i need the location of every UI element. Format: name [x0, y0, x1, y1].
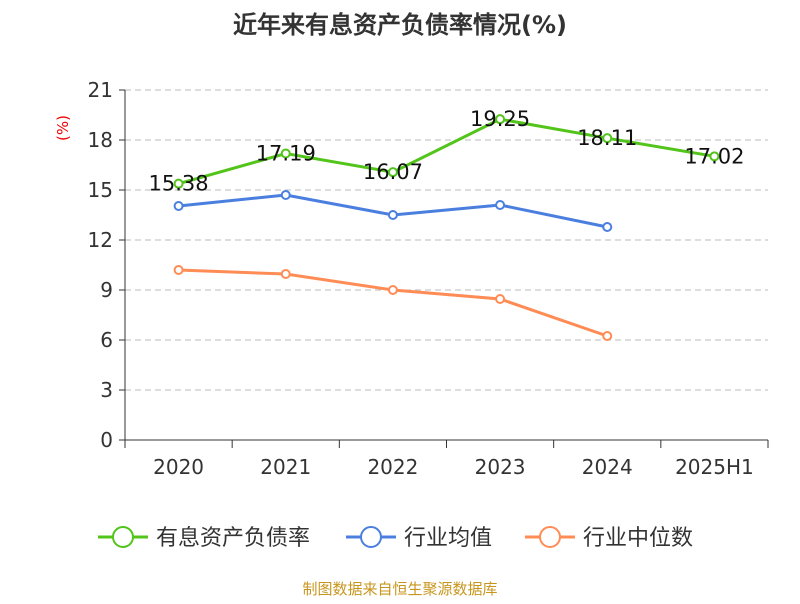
data-point[interactable]	[280, 190, 291, 200]
y-axis-label: (%)	[54, 115, 72, 141]
legend-item[interactable]: 行业均值	[346, 526, 492, 551]
y-tick-label: 0	[100, 428, 113, 452]
series-line	[178, 117, 715, 186]
data-point[interactable]	[495, 114, 506, 125]
y-tick-label: 18	[88, 128, 113, 152]
data-point[interactable]	[602, 331, 613, 341]
data-point[interactable]	[173, 178, 184, 189]
data-point[interactable]	[602, 133, 613, 144]
legend-label: 行业均值	[404, 526, 492, 551]
data-point[interactable]	[280, 269, 291, 279]
data-point[interactable]	[173, 265, 184, 275]
x-tick-label: 2020	[153, 455, 204, 479]
data-point[interactable]	[280, 148, 291, 159]
x-tick-label: 2024	[582, 455, 633, 479]
legend-item[interactable]: 行业中位数	[525, 526, 693, 551]
data-label: 15.38	[149, 172, 209, 196]
data-label: 18.11	[577, 126, 637, 150]
y-tick-label: 21	[88, 78, 113, 102]
series-line	[178, 268, 608, 338]
y-tick-label: 9	[100, 278, 113, 302]
data-point[interactable]	[387, 167, 398, 178]
data-point[interactable]	[709, 151, 720, 162]
data-label: 19.25	[470, 107, 530, 131]
data-label: 17.19	[256, 142, 316, 166]
y-tick-label: 12	[88, 228, 113, 252]
x-tick-label: 2023	[475, 455, 526, 479]
y-tick-label: 3	[100, 378, 113, 402]
data-point[interactable]	[173, 201, 184, 211]
data-point[interactable]	[602, 222, 613, 232]
data-point[interactable]	[495, 200, 506, 210]
y-tick-label: 15	[88, 178, 113, 202]
legend-marker	[112, 526, 134, 548]
data-point[interactable]	[387, 210, 398, 220]
chart-title: 近年来有息资产负债率情况(%)	[233, 11, 567, 39]
data-label: 17.02	[684, 144, 744, 168]
x-tick-label: 2022	[367, 455, 418, 479]
y-tick-label: 6	[100, 328, 113, 352]
data-point[interactable]	[387, 285, 398, 295]
legend-marker	[360, 526, 382, 548]
x-tick-label: 2021	[260, 455, 311, 479]
legend-label: 行业中位数	[583, 526, 693, 551]
data-label: 16.07	[363, 160, 423, 184]
legend-item[interactable]: 有息资产负债率	[98, 526, 310, 551]
x-tick-label: 2025H1	[675, 455, 754, 479]
source-note: 制图数据来自恒生聚源数据库	[302, 580, 497, 598]
legend-label: 有息资产负债率	[156, 526, 310, 551]
legend-marker	[539, 526, 561, 548]
data-point[interactable]	[495, 294, 506, 304]
